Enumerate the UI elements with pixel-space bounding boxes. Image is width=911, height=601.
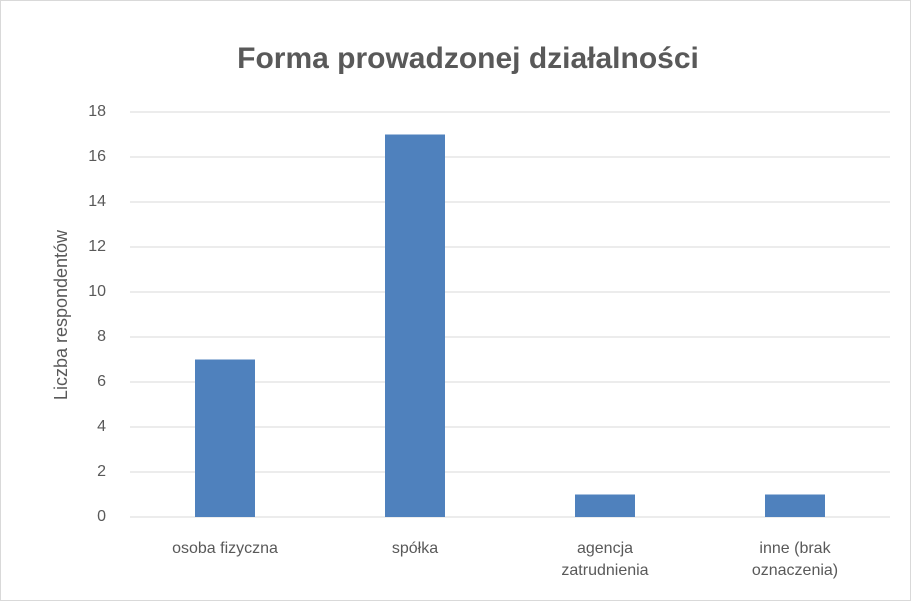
y-tick-label: 0	[97, 508, 106, 525]
bar	[765, 494, 825, 517]
bar	[195, 359, 255, 517]
chart-title: Forma prowadzonej działalności	[237, 42, 699, 75]
y-tick-label: 16	[88, 148, 106, 165]
x-tick-label: spółka	[391, 540, 439, 557]
y-tick-label: 4	[97, 418, 106, 435]
y-axis-label: Liczba respondentów	[51, 229, 71, 400]
x-tick-label: osoba fizyczna	[172, 540, 278, 557]
y-tick-label: 14	[88, 193, 106, 210]
y-tick-label: 18	[88, 103, 106, 120]
y-tick-label: 6	[97, 373, 106, 390]
y-tick-label: 10	[88, 283, 106, 300]
bar	[385, 134, 445, 517]
bar	[575, 494, 635, 517]
x-tick-label: agencja zatrudnienia	[561, 540, 649, 579]
y-tick-label: 2	[97, 463, 106, 480]
y-tick-label: 12	[88, 238, 106, 255]
x-tick-label: inne (brak oznaczenia)	[751, 540, 839, 579]
y-tick-label: 8	[97, 328, 106, 345]
